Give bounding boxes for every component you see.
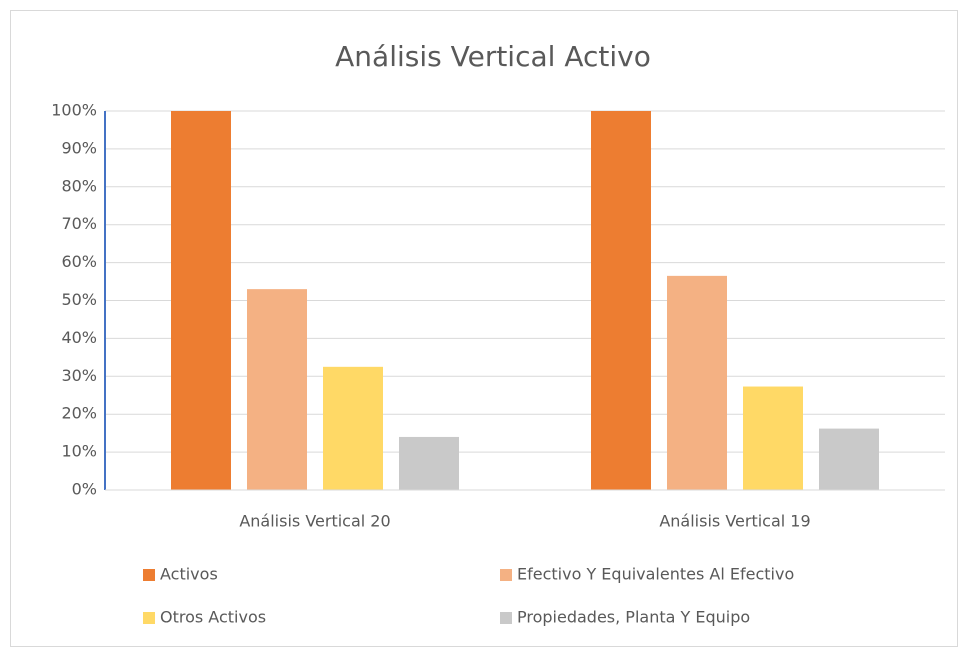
bar	[247, 289, 307, 490]
legend-swatch	[500, 569, 512, 581]
y-tick-label: 30%	[61, 366, 97, 385]
chart-border	[10, 10, 958, 647]
bar	[171, 111, 231, 490]
legend-label: Propiedades, Planta Y Equipo	[517, 608, 750, 627]
y-tick-label: 70%	[61, 214, 97, 233]
legend-swatch	[500, 612, 512, 624]
legend-label: Otros Activos	[160, 608, 266, 627]
y-tick-label: 60%	[61, 252, 97, 271]
x-tick-label: Análisis Vertical 19	[659, 512, 810, 531]
y-tick-label: 80%	[61, 176, 97, 195]
bar	[399, 436, 459, 490]
y-tick-label: 20%	[61, 404, 97, 423]
y-tick-label: 0%	[72, 480, 97, 499]
bar	[743, 386, 803, 490]
bar	[323, 366, 383, 490]
legend-swatch	[143, 569, 155, 581]
bar	[667, 275, 727, 490]
bar	[819, 428, 879, 490]
y-tick-label: 50%	[61, 290, 97, 309]
y-tick-label: 10%	[61, 442, 97, 461]
bar	[591, 111, 651, 490]
x-tick-label: Análisis Vertical 20	[239, 512, 390, 531]
legend-label: Activos	[160, 565, 218, 584]
chart-title: Análisis Vertical Activo	[335, 40, 651, 73]
legend-label: Efectivo Y Equivalentes Al Efectivo	[517, 565, 794, 584]
y-tick-label: 100%	[51, 101, 97, 120]
y-tick-label: 90%	[61, 138, 97, 157]
legend-swatch	[143, 612, 155, 624]
y-tick-label: 40%	[61, 328, 97, 347]
